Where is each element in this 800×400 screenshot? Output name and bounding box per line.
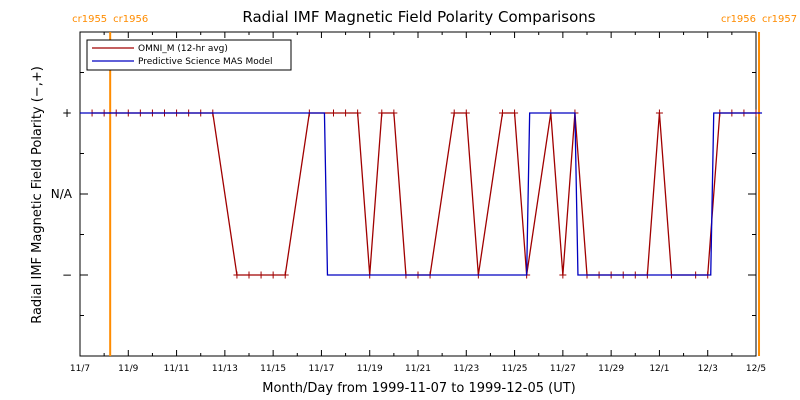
y-tick-label: + xyxy=(62,106,72,120)
y-tick-label: N/A xyxy=(51,187,73,201)
y-axis-label: Radial IMF Magnetic Field Polarity (−,+) xyxy=(30,66,45,324)
x-tick-label: 11/25 xyxy=(502,364,528,374)
x-tick-label: 12/3 xyxy=(698,364,718,374)
x-tick-label: 12/5 xyxy=(746,364,766,374)
chart-title: Radial IMF Magnetic Field Polarity Compa… xyxy=(242,8,595,26)
mas-series-line xyxy=(80,112,763,276)
legend-box xyxy=(86,39,292,71)
x-tick-label: 12/1 xyxy=(649,364,669,374)
carrington-label-left: cr1956 xyxy=(721,14,756,25)
carrington-label-right: cr1957 xyxy=(762,14,797,25)
y-axis-ticks: − N/A + xyxy=(51,72,756,316)
plot-frame xyxy=(79,31,757,357)
y-tick-label: − xyxy=(62,268,72,282)
omni-series-line xyxy=(92,112,756,276)
legend-label-mas: Predictive Science MAS Model xyxy=(138,57,273,67)
x-tick-label: 11/13 xyxy=(212,364,238,374)
x-tick-label: 11/29 xyxy=(598,364,624,374)
x-axis-label: Month/Day from 1999-11-07 to 1999-12-05 … xyxy=(262,381,575,396)
x-axis-ticks: 11/7 11/9 11/11 11/13 11/15 11/17 11/19 11/21 11… xyxy=(70,32,766,374)
x-tick-label: 11/19 xyxy=(357,364,383,374)
carrington-label-right: cr1956 xyxy=(113,14,148,25)
legend-label-omni: OMNI_M (12-hr avg) xyxy=(138,44,228,54)
legend: OMNI_M (12-hr avg) Predictive Science MA… xyxy=(86,39,292,71)
x-tick-label: 11/15 xyxy=(260,364,286,374)
x-tick-label: 11/7 xyxy=(70,364,90,374)
x-tick-label: 11/9 xyxy=(118,364,138,374)
x-tick-label: 11/27 xyxy=(550,364,576,374)
carrington-markers: cr1955 cr1956 cr1956 cr1957 xyxy=(72,14,797,356)
carrington-label-left: cr1955 xyxy=(72,14,107,25)
x-tick-label: 11/11 xyxy=(164,364,190,374)
x-tick-label: 11/17 xyxy=(308,364,334,374)
series-group xyxy=(80,109,763,279)
x-tick-label: 11/21 xyxy=(405,364,431,374)
x-tick-label: 11/23 xyxy=(453,364,479,374)
